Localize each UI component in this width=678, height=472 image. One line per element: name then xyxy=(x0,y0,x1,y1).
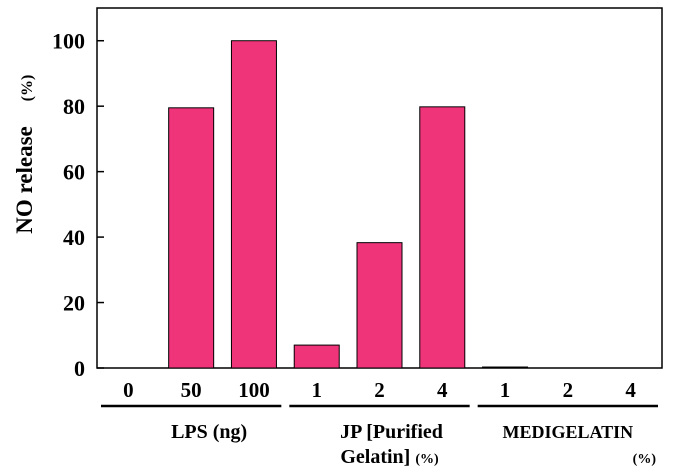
bar xyxy=(482,366,529,369)
y-tick-label: 40 xyxy=(63,225,85,250)
bar xyxy=(419,106,466,369)
bar xyxy=(356,242,403,369)
category-groups: LPS (ng) JP [Purified Gelatin] (%) MEDIGELA… xyxy=(101,404,658,468)
x-tick-label: 4 xyxy=(437,378,448,402)
bar xyxy=(230,40,277,369)
x-tick-label: 0 xyxy=(123,378,134,402)
group-label: MEDIGELATIN xyxy=(502,422,633,442)
x-tick-label: 4 xyxy=(625,378,636,402)
group-unit: (%) xyxy=(633,452,657,467)
y-axis: 0 20 40 60 80 100 xyxy=(52,29,104,381)
x-tick-label: 1 xyxy=(500,378,511,402)
y-axis-label: NO release xyxy=(12,126,37,234)
y-tick-label: 20 xyxy=(63,291,85,316)
x-tick-label: 100 xyxy=(238,378,270,402)
x-axis-ticks: 0 50 100 1 2 4 1 2 4 xyxy=(123,378,636,402)
x-tick-label: 50 xyxy=(181,378,202,402)
y-tick-label: 60 xyxy=(63,160,85,185)
group-label: JP [Purified xyxy=(340,421,443,443)
group-label-line2: Gelatin] (%) xyxy=(340,446,439,468)
x-tick-label: 1 xyxy=(311,378,322,402)
y-tick-label: 80 xyxy=(63,94,85,119)
x-tick-label: 2 xyxy=(374,378,385,402)
y-tick-label: 0 xyxy=(74,356,85,381)
group-label: LPS (ng) xyxy=(171,421,247,443)
x-tick-label: 2 xyxy=(563,378,574,402)
bar xyxy=(293,344,340,369)
y-tick-label: 100 xyxy=(52,29,85,54)
y-axis-unit: (%) xyxy=(19,75,36,102)
bars xyxy=(168,40,529,369)
bar xyxy=(168,107,215,369)
